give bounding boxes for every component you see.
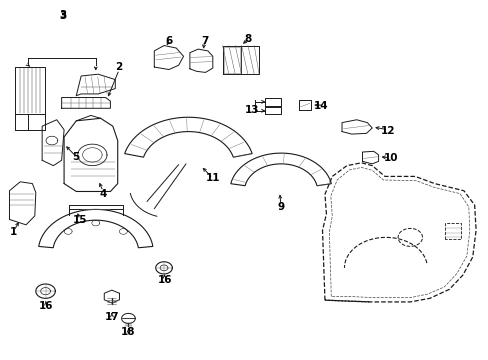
Text: 9: 9 <box>277 202 284 212</box>
Text: 5: 5 <box>73 152 80 162</box>
Text: 10: 10 <box>383 153 397 163</box>
Text: 16: 16 <box>158 275 172 285</box>
Text: 14: 14 <box>313 102 328 112</box>
Text: 1: 1 <box>10 227 18 237</box>
Text: 18: 18 <box>121 327 136 337</box>
Text: 7: 7 <box>201 36 208 46</box>
Text: 3: 3 <box>60 11 66 21</box>
Text: 4: 4 <box>99 189 106 199</box>
Text: 13: 13 <box>244 105 259 115</box>
Text: 3: 3 <box>60 10 66 20</box>
Text: 8: 8 <box>244 34 251 44</box>
Text: 16: 16 <box>39 301 53 311</box>
Text: 2: 2 <box>115 62 122 72</box>
Text: 11: 11 <box>205 173 220 183</box>
Text: 15: 15 <box>73 215 87 225</box>
Text: 17: 17 <box>104 312 119 322</box>
Text: 12: 12 <box>380 126 395 135</box>
Text: 6: 6 <box>165 36 172 46</box>
